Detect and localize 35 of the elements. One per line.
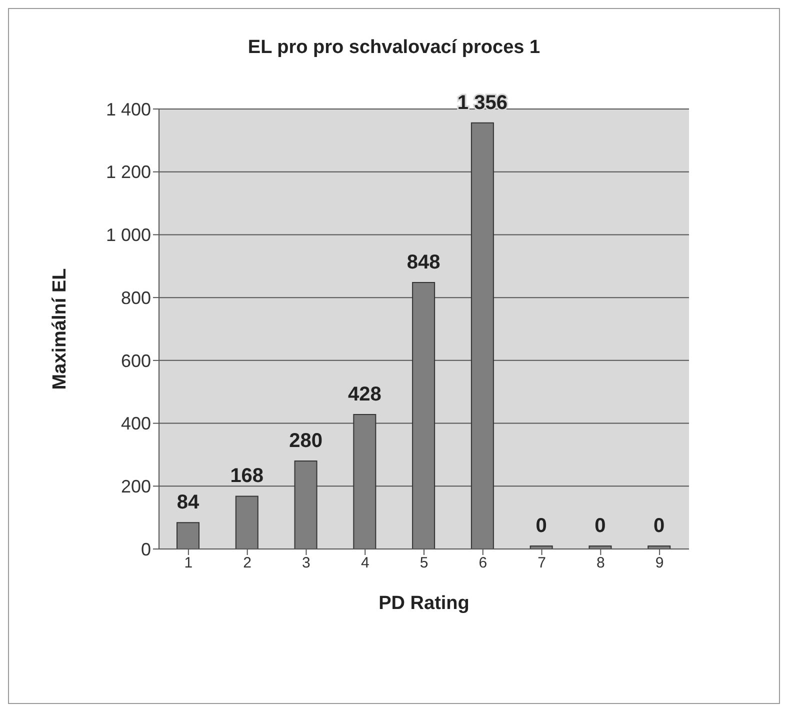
y-tick-label: 0: [140, 539, 151, 560]
bar: [294, 460, 318, 549]
x-tick-label: 4: [360, 554, 370, 572]
x-tick-label: 8: [596, 554, 605, 572]
y-tick-label: 1 000: [106, 225, 151, 246]
x-tick-label: 6: [478, 554, 488, 572]
x-tick-label: 5: [420, 554, 428, 572]
data-label: 0: [594, 515, 606, 537]
bar: [235, 496, 258, 549]
data-label: 84: [176, 492, 200, 514]
bar: [470, 122, 494, 549]
bar: [353, 414, 376, 549]
x-tick-label: 2: [243, 554, 252, 572]
data-label: 428: [348, 383, 382, 406]
data-label: 168: [230, 465, 264, 488]
x-tick-label: 9: [655, 554, 664, 572]
y-tick-label: 800: [120, 288, 151, 308]
data-label: 0: [536, 515, 547, 537]
y-tick-label: 400: [120, 414, 151, 434]
y-tick-label: 1 200: [106, 162, 151, 182]
x-tick-label: 7: [538, 554, 546, 572]
y-tick-label: 1 400: [106, 99, 151, 120]
chart-title: EL pro pro schvalovací proces 1: [246, 37, 542, 59]
x-tick-label: 3: [302, 554, 310, 572]
x-tick-label: 1: [184, 554, 193, 572]
data-label: 1 356: [457, 92, 508, 114]
bar: [176, 522, 200, 549]
y-tick-label: 200: [120, 476, 151, 497]
y-axis-title: Maximální EL: [50, 268, 71, 390]
data-label: 280: [289, 430, 322, 452]
data-label: 848: [406, 251, 440, 274]
x-axis-title: PD Rating: [378, 593, 470, 614]
bar: [412, 282, 436, 549]
data-label: 0: [654, 515, 665, 537]
y-tick-label: 600: [120, 350, 151, 371]
